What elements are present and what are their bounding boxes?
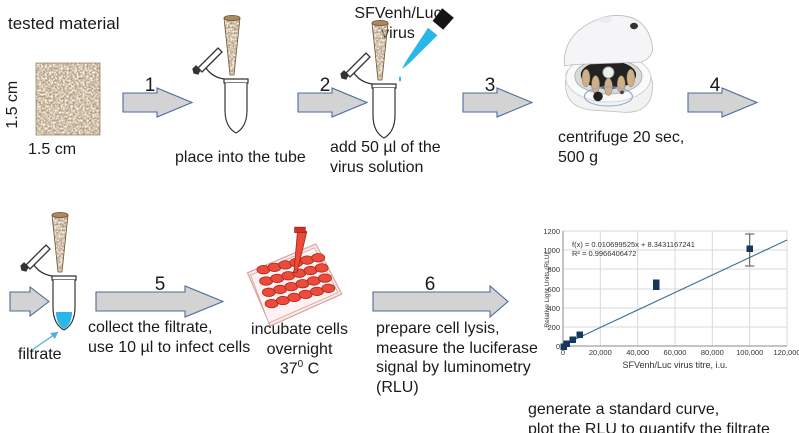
svg-text:f(x) = 0.010699525x + 8.343116: f(x) = 0.010699525x + 8.3431167241	[572, 240, 695, 249]
svg-text:0: 0	[556, 342, 560, 351]
svg-text:100,000: 100,000	[736, 348, 763, 357]
svg-text:40,000: 40,000	[626, 348, 649, 357]
svg-text:Relative Light Units (RLU): Relative Light Units (RLU)	[544, 252, 551, 327]
svg-text:1200: 1200	[543, 227, 560, 236]
svg-text:SFVenh/Luc virus titre, i.u.: SFVenh/Luc virus titre, i.u.	[622, 360, 727, 370]
svg-text:20,000: 20,000	[589, 348, 612, 357]
svg-text:R² = 0.9966406472: R² = 0.9966406472	[572, 249, 636, 258]
svg-text:120,000: 120,000	[773, 348, 799, 357]
svg-text:80,000: 80,000	[701, 348, 724, 357]
svg-text:60,000: 60,000	[664, 348, 687, 357]
